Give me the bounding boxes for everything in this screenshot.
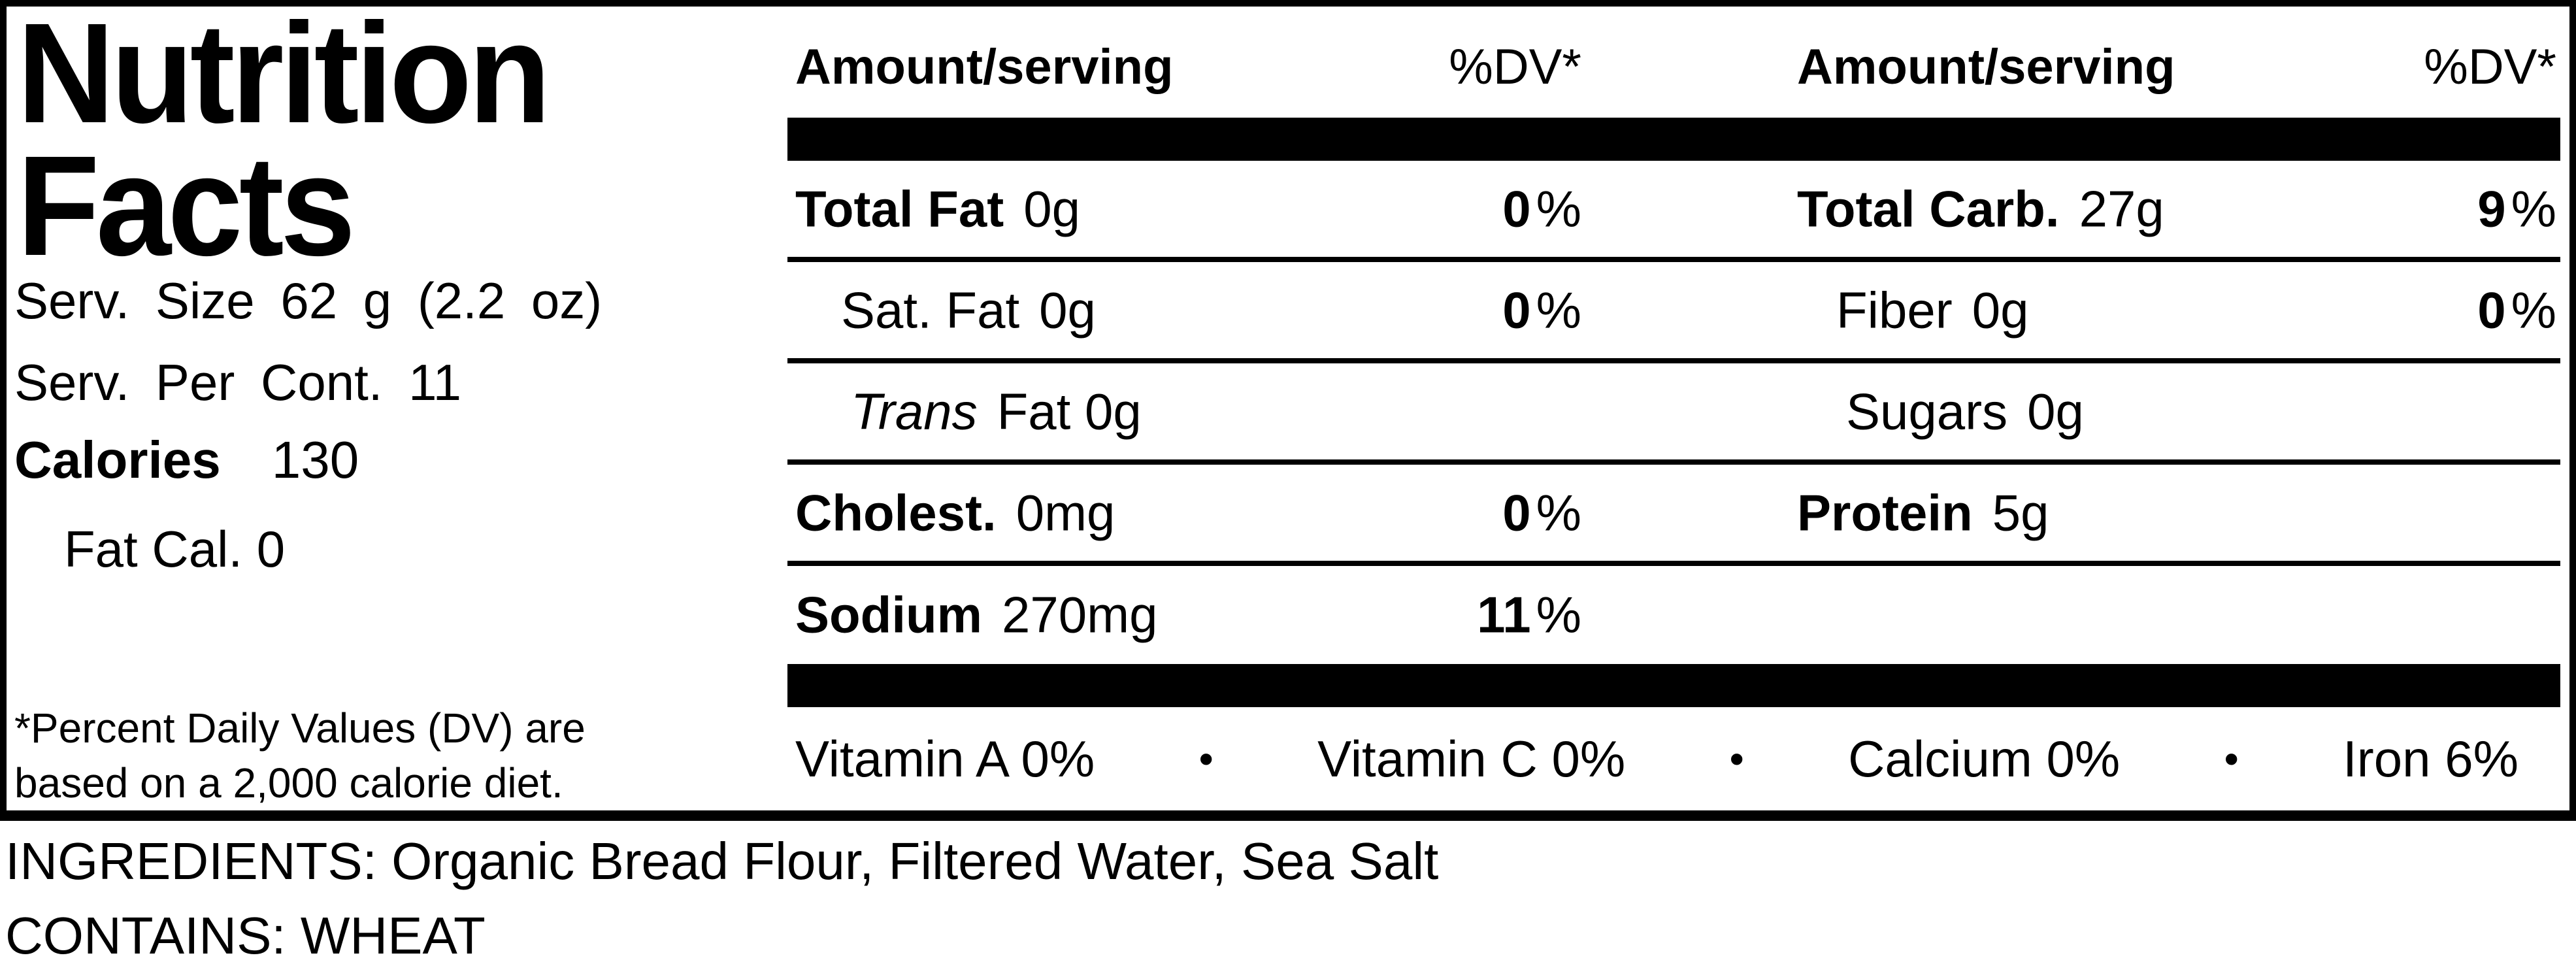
total-fat-dv: 0% (1502, 180, 1581, 237)
trans-fat-cell: Trans Fat 0g (851, 382, 1142, 440)
percent-dv-header-right: %DV* (2424, 39, 2556, 95)
bullet-separator-icon: • (1729, 735, 1744, 782)
sat-fat-dv: 0% (1502, 281, 1581, 339)
amount-per-serving-header-right: Amount/serving (1797, 39, 2175, 95)
protein-cell: Protein 5g (1797, 484, 2049, 541)
allergen-statement: CONTAINS: WHEAT (5, 906, 486, 964)
panel-title-line1: Nutrition (17, 0, 551, 153)
sugars-dv (2551, 382, 2556, 441)
total-carb-cell: Total Carb. 27g (1797, 180, 2164, 237)
table-row: Trans Fat 0g Sugars 0g (787, 363, 2560, 465)
fat-calories-row: Fat Cal. 0 (64, 520, 285, 579)
thick-divider-bar-top (787, 118, 2560, 161)
vitamin-c-value: Vitamin C 0% (1317, 729, 1626, 788)
bullet-separator-icon: • (1198, 735, 1214, 782)
footnote-line1: *Percent Daily Values (DV) are (14, 705, 586, 752)
servings-per-container: Serv. Per Cont. 11 (14, 354, 462, 411)
table-header: Amount/serving %DV* Amount/serving %DV* (787, 7, 2560, 118)
ingredients-statement: INGREDIENTS: Organic Bread Flour, Filter… (5, 832, 1439, 890)
total-fat-cell: Total Fat 0g (795, 180, 1080, 237)
sodium-cell: Sodium 270mg (795, 586, 1158, 644)
sat-fat-cell: Sat. Fat 0g (841, 281, 1096, 339)
daily-value-footnote: *Percent Daily Values (DV) are based on … (14, 701, 586, 810)
trans-fat-dv (787, 382, 1581, 441)
thick-divider-bar-bottom (787, 664, 2560, 707)
cholesterol-dv: 0% (1502, 484, 1581, 541)
fat-calories-text: Fat Cal. 0 (64, 520, 286, 578)
table-row: Cholest. 0mg 0% Protein 5g (787, 465, 2560, 566)
footnote-line2: based on a 2,000 calorie diet. (14, 759, 563, 806)
fiber-dv: 0% (2477, 281, 2556, 339)
table-row: Total Fat 0g 0% Total Carb. 27g 9% (787, 161, 2560, 262)
panel-title: Nutrition Facts (17, 0, 551, 286)
total-carb-dv: 9% (2477, 180, 2556, 237)
percent-dv-header-mid: %DV* (1449, 39, 1581, 95)
calories-row: Calories 130 (14, 430, 359, 490)
table-row: Sat. Fat 0g 0% Fiber 0g 0% (787, 262, 2560, 363)
sugars-cell: Sugars 0g (1846, 382, 2084, 440)
sodium-dv: 11% (1477, 586, 1581, 644)
nutrition-facts-panel: Nutrition Facts Serv. Size 62 g (2.2 oz)… (0, 0, 2576, 821)
cholesterol-cell: Cholest. 0mg (795, 484, 1115, 541)
iron-value: Iron 6% (2343, 729, 2518, 788)
nutrient-table: Amount/serving %DV* Amount/serving %DV* … (787, 7, 2560, 810)
serving-size: Serv. Size 62 g (2.2 oz) (14, 272, 603, 329)
protein-dv (2551, 483, 2556, 542)
fiber-cell: Fiber 0g (1836, 281, 2029, 339)
panel-title-line2: Facts (17, 126, 355, 286)
calories-value: 130 (271, 431, 359, 489)
amount-per-serving-header-mid: Amount/serving (795, 39, 1174, 95)
vitamins-row: Vitamin A 0% • Vitamin C 0% • Calcium 0%… (787, 707, 2560, 810)
vitamin-a-value: Vitamin A 0% (795, 729, 1095, 788)
calcium-value: Calcium 0% (1848, 729, 2121, 788)
bullet-separator-icon: • (2224, 735, 2239, 782)
calories-label: Calories (14, 431, 221, 489)
table-row: Sodium 270mg 11% (787, 566, 2560, 664)
